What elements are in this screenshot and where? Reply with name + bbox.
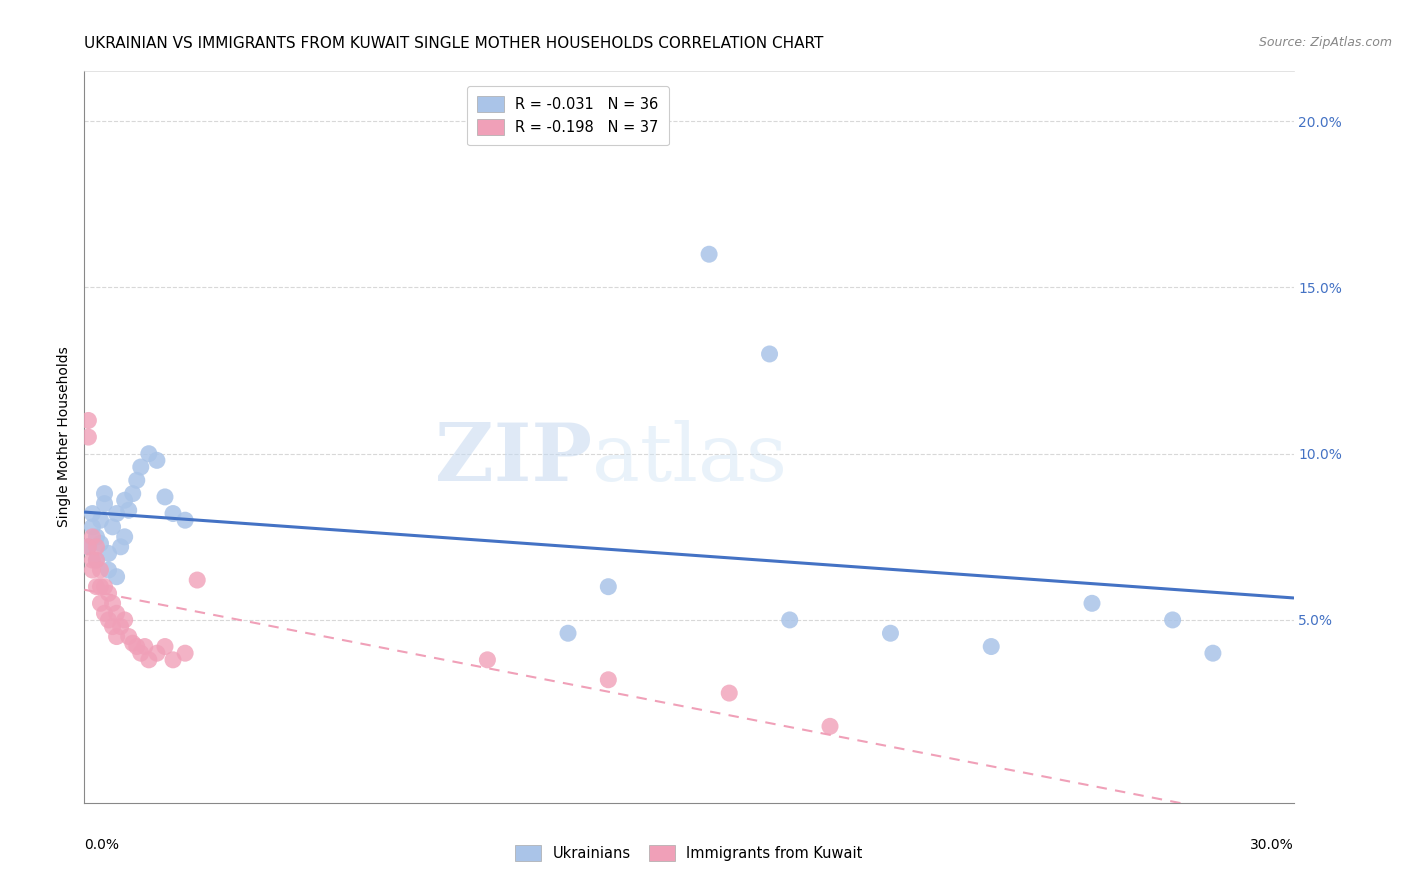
- Point: [818, 719, 841, 733]
- Point: [89, 563, 111, 577]
- Point: [118, 503, 141, 517]
- Text: 0.0%: 0.0%: [84, 838, 120, 853]
- Text: atlas: atlas: [592, 420, 787, 498]
- Point: [162, 507, 184, 521]
- Point: [114, 493, 136, 508]
- Point: [93, 607, 115, 621]
- Point: [134, 640, 156, 654]
- Point: [477, 653, 499, 667]
- Point: [77, 413, 100, 427]
- Point: [697, 247, 720, 261]
- Legend: Ukrainians, Immigrants from Kuwait: Ukrainians, Immigrants from Kuwait: [508, 838, 870, 869]
- Point: [114, 530, 136, 544]
- Point: [89, 580, 111, 594]
- Point: [101, 596, 124, 610]
- Point: [82, 507, 104, 521]
- Point: [97, 613, 120, 627]
- Y-axis label: Single Mother Households: Single Mother Households: [58, 347, 72, 527]
- Point: [86, 553, 108, 567]
- Point: [125, 473, 148, 487]
- Point: [153, 640, 176, 654]
- Point: [86, 553, 108, 567]
- Point: [598, 673, 620, 687]
- Point: [174, 513, 197, 527]
- Point: [146, 453, 169, 467]
- Point: [82, 530, 104, 544]
- Point: [758, 347, 780, 361]
- Point: [146, 646, 169, 660]
- Point: [598, 580, 620, 594]
- Point: [105, 630, 128, 644]
- Point: [138, 447, 160, 461]
- Point: [110, 540, 132, 554]
- Point: [980, 640, 1002, 654]
- Point: [1081, 596, 1104, 610]
- Point: [97, 563, 120, 577]
- Point: [153, 490, 176, 504]
- Point: [129, 460, 152, 475]
- Point: [97, 586, 120, 600]
- Point: [82, 553, 104, 567]
- Point: [118, 630, 141, 644]
- Point: [86, 530, 108, 544]
- Point: [138, 653, 160, 667]
- Point: [82, 520, 104, 534]
- Point: [101, 619, 124, 633]
- Text: ZIP: ZIP: [436, 420, 592, 498]
- Text: 30.0%: 30.0%: [1250, 838, 1294, 853]
- Point: [105, 607, 128, 621]
- Point: [779, 613, 801, 627]
- Point: [89, 596, 111, 610]
- Point: [110, 619, 132, 633]
- Point: [77, 540, 100, 554]
- Point: [105, 570, 128, 584]
- Point: [101, 520, 124, 534]
- Point: [77, 540, 100, 554]
- Text: UKRAINIAN VS IMMIGRANTS FROM KUWAIT SINGLE MOTHER HOUSEHOLDS CORRELATION CHART: UKRAINIAN VS IMMIGRANTS FROM KUWAIT SING…: [84, 36, 824, 51]
- Point: [121, 636, 143, 650]
- Point: [162, 653, 184, 667]
- Point: [77, 430, 100, 444]
- Point: [114, 613, 136, 627]
- Point: [93, 580, 115, 594]
- Point: [105, 507, 128, 521]
- Point: [89, 513, 111, 527]
- Point: [557, 626, 579, 640]
- Point: [121, 486, 143, 500]
- Point: [129, 646, 152, 660]
- Point: [86, 540, 108, 554]
- Point: [1161, 613, 1184, 627]
- Point: [86, 580, 108, 594]
- Point: [718, 686, 741, 700]
- Point: [125, 640, 148, 654]
- Point: [93, 486, 115, 500]
- Point: [174, 646, 197, 660]
- Point: [93, 497, 115, 511]
- Point: [89, 536, 111, 550]
- Point: [879, 626, 901, 640]
- Text: Source: ZipAtlas.com: Source: ZipAtlas.com: [1258, 36, 1392, 49]
- Point: [97, 546, 120, 560]
- Point: [1202, 646, 1225, 660]
- Point: [186, 573, 208, 587]
- Point: [82, 563, 104, 577]
